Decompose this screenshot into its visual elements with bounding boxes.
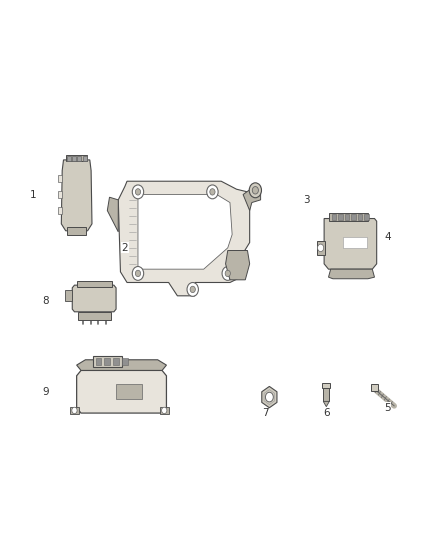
Circle shape — [207, 185, 218, 199]
Text: 4: 4 — [384, 232, 391, 242]
FancyBboxPatch shape — [72, 156, 76, 160]
Circle shape — [190, 286, 195, 293]
FancyBboxPatch shape — [358, 214, 362, 220]
Polygon shape — [77, 370, 166, 413]
Circle shape — [132, 266, 144, 280]
FancyBboxPatch shape — [104, 358, 110, 365]
Circle shape — [135, 270, 141, 277]
FancyBboxPatch shape — [364, 214, 369, 220]
FancyBboxPatch shape — [66, 155, 87, 161]
FancyBboxPatch shape — [77, 156, 81, 160]
Polygon shape — [61, 160, 92, 231]
Text: 6: 6 — [323, 408, 330, 418]
FancyBboxPatch shape — [332, 214, 336, 220]
Polygon shape — [324, 219, 377, 269]
Polygon shape — [77, 360, 166, 370]
Polygon shape — [107, 197, 118, 232]
FancyBboxPatch shape — [338, 214, 343, 220]
FancyBboxPatch shape — [70, 407, 79, 414]
FancyBboxPatch shape — [322, 383, 330, 388]
FancyBboxPatch shape — [82, 156, 87, 160]
Circle shape — [132, 185, 144, 199]
FancyBboxPatch shape — [113, 358, 119, 365]
FancyBboxPatch shape — [95, 358, 101, 365]
Circle shape — [249, 183, 261, 198]
FancyBboxPatch shape — [67, 227, 86, 235]
Circle shape — [162, 407, 167, 414]
Polygon shape — [72, 285, 116, 312]
FancyBboxPatch shape — [371, 384, 378, 391]
Polygon shape — [328, 269, 374, 279]
FancyBboxPatch shape — [160, 407, 169, 414]
Text: 8: 8 — [42, 296, 49, 306]
Circle shape — [222, 266, 233, 280]
FancyBboxPatch shape — [323, 387, 329, 401]
FancyBboxPatch shape — [58, 191, 62, 198]
FancyBboxPatch shape — [78, 312, 110, 320]
Circle shape — [187, 282, 198, 296]
FancyBboxPatch shape — [65, 290, 72, 301]
FancyBboxPatch shape — [58, 207, 62, 214]
Text: 1: 1 — [29, 190, 36, 199]
Polygon shape — [262, 386, 277, 408]
Polygon shape — [323, 401, 329, 407]
Polygon shape — [118, 181, 250, 296]
Polygon shape — [243, 187, 261, 211]
FancyBboxPatch shape — [58, 175, 62, 182]
FancyBboxPatch shape — [351, 214, 356, 220]
Text: 2: 2 — [121, 243, 128, 253]
Circle shape — [252, 187, 258, 194]
Polygon shape — [226, 251, 250, 280]
Text: 7: 7 — [261, 408, 268, 418]
Text: 9: 9 — [42, 387, 49, 397]
FancyBboxPatch shape — [77, 281, 112, 287]
Circle shape — [318, 244, 324, 252]
FancyBboxPatch shape — [345, 214, 349, 220]
FancyBboxPatch shape — [317, 241, 325, 254]
Circle shape — [225, 270, 230, 277]
Text: 5: 5 — [384, 403, 391, 413]
FancyBboxPatch shape — [67, 156, 71, 160]
FancyBboxPatch shape — [122, 358, 128, 365]
FancyBboxPatch shape — [343, 237, 367, 248]
Circle shape — [72, 407, 77, 414]
FancyBboxPatch shape — [116, 384, 142, 399]
FancyBboxPatch shape — [328, 213, 368, 221]
Circle shape — [210, 189, 215, 195]
Circle shape — [135, 189, 141, 195]
Circle shape — [265, 392, 273, 402]
FancyBboxPatch shape — [93, 356, 121, 367]
Polygon shape — [138, 195, 232, 269]
Text: 3: 3 — [303, 195, 310, 205]
